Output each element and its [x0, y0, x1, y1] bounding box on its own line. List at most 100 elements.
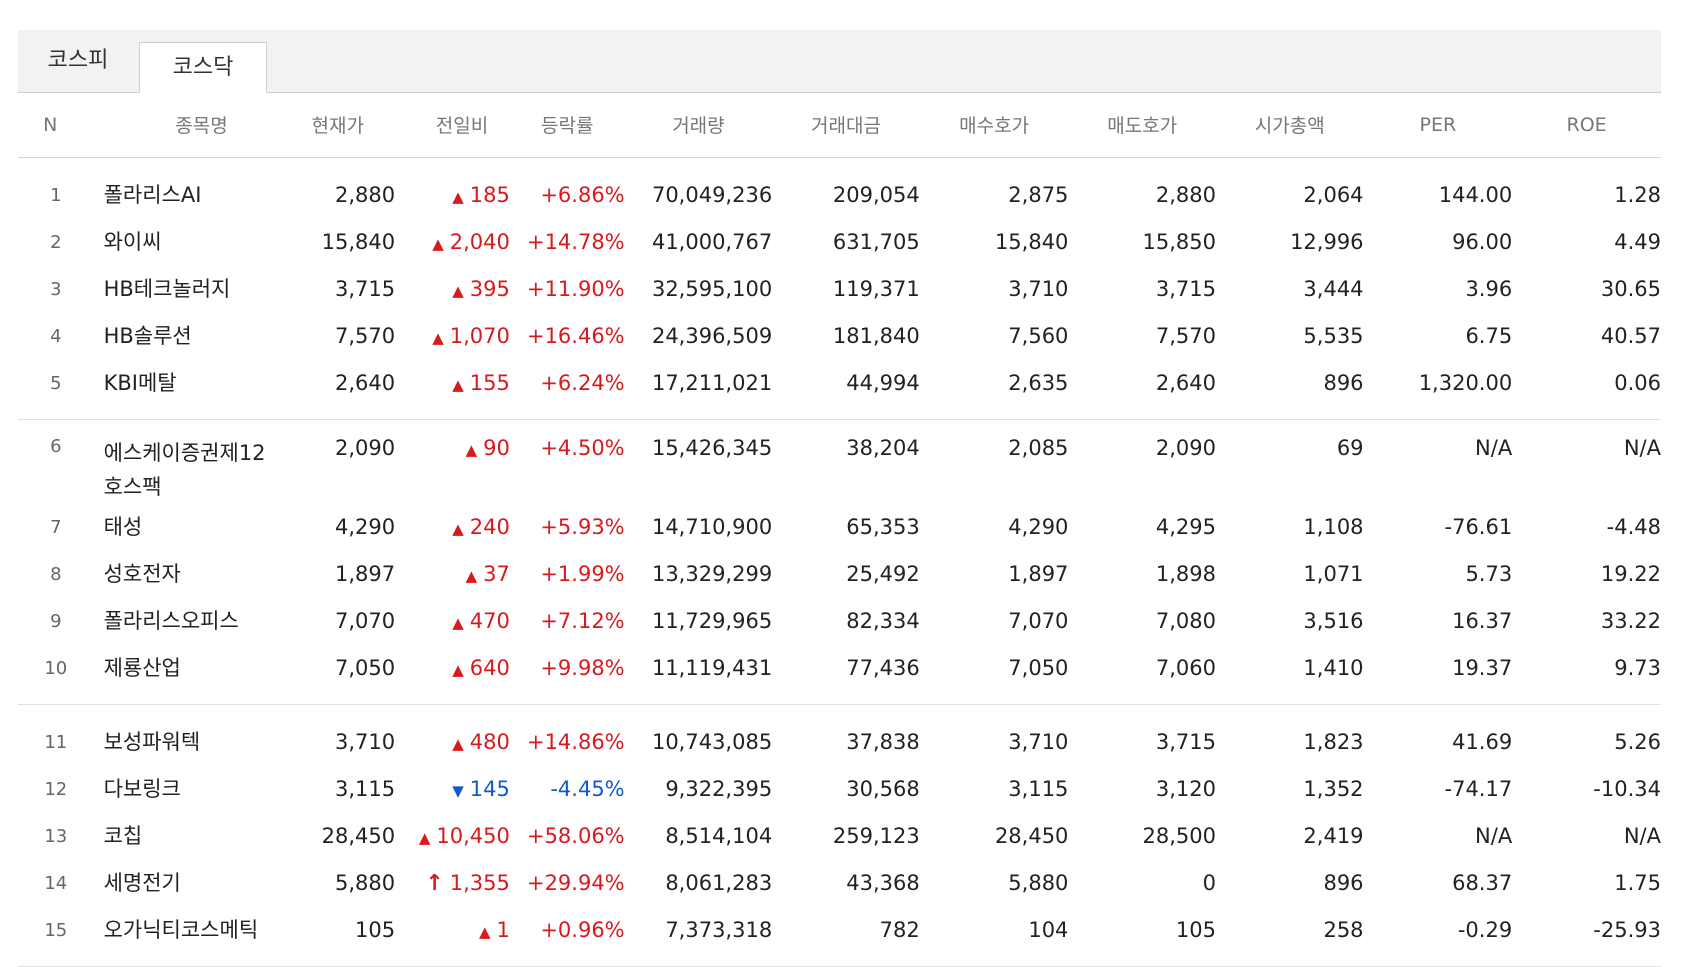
table-row: 14 세명전기 5,880 ↑ 1,355 +29.94% 8,061,283 4…: [18, 860, 1661, 907]
roe-value: 4.49: [1614, 230, 1661, 254]
roe-value: 9.73: [1614, 656, 1661, 680]
volume: 8,061,283: [665, 871, 773, 895]
stock-name-link[interactable]: 폴라리스오피스: [103, 609, 239, 633]
change-rate: +29.94%: [526, 871, 625, 895]
change-value: 395: [469, 277, 510, 301]
current-price: 3,710: [334, 730, 396, 754]
market-cap: 258: [1323, 918, 1364, 942]
change-value: 240: [469, 515, 510, 539]
stock-ranking-panel: 코스피 코스닥 N 종목명 현재가 전일비 등락률 거래량 거래대금 매수호가 …: [18, 30, 1661, 967]
change-value: 640: [469, 656, 510, 680]
market-cap: 1,410: [1303, 656, 1364, 680]
market-cap: 896: [1323, 871, 1364, 895]
col-header-price[interactable]: 현재가: [311, 115, 364, 138]
stock-name-link[interactable]: 성호전자: [103, 562, 181, 586]
ask-price: 7,570: [1155, 324, 1216, 348]
per-value: -76.61: [1444, 515, 1513, 539]
current-price: 4,290: [334, 515, 396, 539]
roe-value: 19.22: [1600, 562, 1661, 586]
change-cell: ▲ 185: [395, 157, 510, 219]
change-cell: ▲ 1,070: [395, 313, 510, 360]
stock-name-link[interactable]: 코칩: [103, 824, 143, 848]
current-price: 1,897: [334, 562, 396, 586]
col-header-change[interactable]: 전일비: [435, 115, 489, 138]
col-header-n[interactable]: N: [43, 113, 58, 136]
stock-name-link[interactable]: 와이씨: [103, 230, 162, 254]
roe-value: 33.22: [1600, 609, 1661, 633]
change-arrow-icon: ▼: [452, 782, 464, 800]
col-header-roe[interactable]: ROE: [1566, 113, 1607, 136]
change-rate: +6.86%: [540, 183, 625, 207]
stock-name-link[interactable]: 세명전기: [103, 871, 181, 895]
current-price: 3,715: [334, 277, 396, 301]
rank-cell: 9: [50, 610, 62, 632]
table-row: 13 코칩 28,450 ▲ 10,450 +58.06% 8,514,104 2…: [18, 813, 1661, 860]
change-rate: +7.12%: [540, 609, 625, 633]
current-price: 105: [355, 918, 396, 942]
change-rate: +4.50%: [540, 435, 625, 460]
stock-name-link[interactable]: 보성파워텍: [103, 730, 201, 754]
roe-value: N/A: [1623, 824, 1661, 848]
roe-value: -4.48: [1606, 515, 1661, 539]
change-cell: ▲ 470: [395, 598, 510, 645]
volume: 14,710,900: [651, 515, 773, 539]
col-header-mcap[interactable]: 시가총액: [1254, 115, 1325, 138]
change-rate: +16.46%: [526, 324, 625, 348]
change-arrow-icon: ▲: [478, 923, 491, 941]
change-rate: +11.90%: [526, 277, 625, 301]
col-header-volume[interactable]: 거래량: [672, 115, 725, 138]
table-row: 1 폴라리스AI 2,880 ▲ 185 +6.86% 70,049,236 20…: [18, 157, 1661, 219]
stock-name-link[interactable]: 에스케이증권제12호스팩: [103, 440, 266, 499]
stock-name-link[interactable]: KBI메탈: [103, 371, 177, 395]
tab-kosdaq[interactable]: 코스닥: [139, 42, 267, 93]
roe-value: -25.93: [1593, 918, 1661, 942]
stock-name-link[interactable]: 다보링크: [103, 777, 181, 801]
tab-kospi[interactable]: 코스피: [47, 48, 109, 73]
stock-name-link[interactable]: 폴라리스AI: [103, 183, 202, 207]
table-row: 4 HB솔루션 7,570 ▲ 1,070 +16.46% 24,396,509 …: [18, 313, 1661, 360]
stock-name-link[interactable]: HB테크놀러지: [103, 277, 231, 301]
stock-name-link[interactable]: 태성: [103, 515, 143, 539]
volume: 15,426,345: [651, 435, 773, 460]
change-cell: ▲ 90: [395, 419, 510, 504]
table-row: 7 태성 4,290 ▲ 240 +5.93% 14,710,900 65,353…: [18, 504, 1661, 551]
stock-name-link[interactable]: 제룡산업: [103, 656, 181, 680]
current-price: 28,450: [321, 824, 396, 848]
market-cap: 1,352: [1303, 777, 1364, 801]
change-value: 37: [483, 562, 510, 586]
per-value: 16.37: [1452, 609, 1513, 633]
bid-price: 7,050: [1008, 656, 1069, 680]
col-header-rate[interactable]: 등락률: [541, 115, 594, 138]
ask-price: 2,640: [1155, 371, 1216, 395]
ask-price: 4,295: [1155, 515, 1216, 539]
stock-name-link[interactable]: HB솔루션: [103, 324, 192, 348]
market-tabs: 코스피 코스닥: [18, 30, 1661, 93]
trade-amount: 82,334: [846, 609, 920, 633]
bid-price: 3,710: [1008, 730, 1069, 754]
per-value: -74.17: [1444, 777, 1513, 801]
current-price: 7,070: [334, 609, 396, 633]
trade-amount: 259,123: [832, 824, 920, 848]
roe-value: 1.28: [1614, 183, 1661, 207]
col-header-amount[interactable]: 거래대금: [811, 115, 881, 138]
table-header-row: N 종목명 현재가 전일비 등락률 거래량 거래대금 매수호가 매도호가 시가총…: [18, 93, 1661, 157]
volume: 41,000,767: [651, 230, 773, 254]
col-header-name[interactable]: 종목명: [175, 115, 228, 138]
stock-table: N 종목명 현재가 전일비 등락률 거래량 거래대금 매수호가 매도호가 시가총…: [18, 93, 1661, 967]
rank-cell: 1: [50, 184, 62, 206]
trade-amount: 65,353: [846, 515, 920, 539]
market-cap: 12,996: [1290, 230, 1364, 254]
change-value: 480: [469, 730, 510, 754]
trade-amount: 782: [879, 918, 920, 942]
col-header-bid[interactable]: 매수호가: [959, 115, 1030, 138]
col-header-ask[interactable]: 매도호가: [1107, 115, 1178, 138]
rank-cell: 13: [44, 825, 68, 847]
trade-amount: 25,492: [846, 562, 920, 586]
roe-value: N/A: [1623, 435, 1661, 460]
stock-name-link[interactable]: 오가닉티코스메틱: [103, 918, 259, 942]
bid-price: 5,880: [1008, 871, 1069, 895]
col-header-per[interactable]: PER: [1419, 113, 1457, 136]
table-row: 11 보성파워텍 3,710 ▲ 480 +14.86% 10,743,085 3…: [18, 704, 1661, 766]
table-row: 9 폴라리스오피스 7,070 ▲ 470 +7.12% 11,729,965 8…: [18, 598, 1661, 645]
table-row: 6 에스케이증권제12호스팩 2,090 ▲ 90 +4.50% 15,426,3…: [18, 419, 1661, 504]
